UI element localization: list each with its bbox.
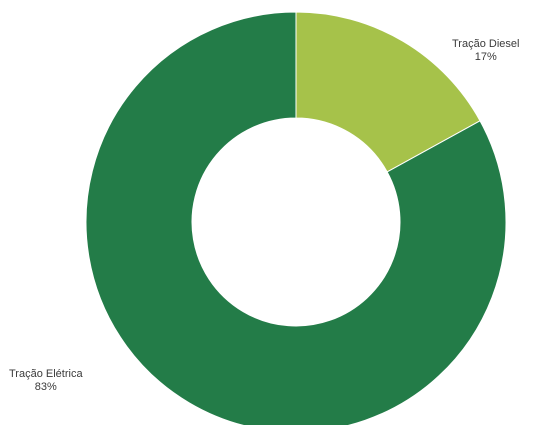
slice-label-diesel-name: Tração Diesel [452,38,520,50]
slice-label-eletrica: Tração Elétrica 83% [9,368,83,394]
slice-diesel [295,11,481,173]
slice-label-diesel-value: 17% [474,51,497,63]
slice-label-eletrica-value: 83% [34,381,57,393]
slice-eletrica [85,11,507,425]
slice-label-diesel: Tração Diesel 17% [452,38,519,64]
slice-label-eletrica-name: Tração Elétrica [9,368,83,380]
